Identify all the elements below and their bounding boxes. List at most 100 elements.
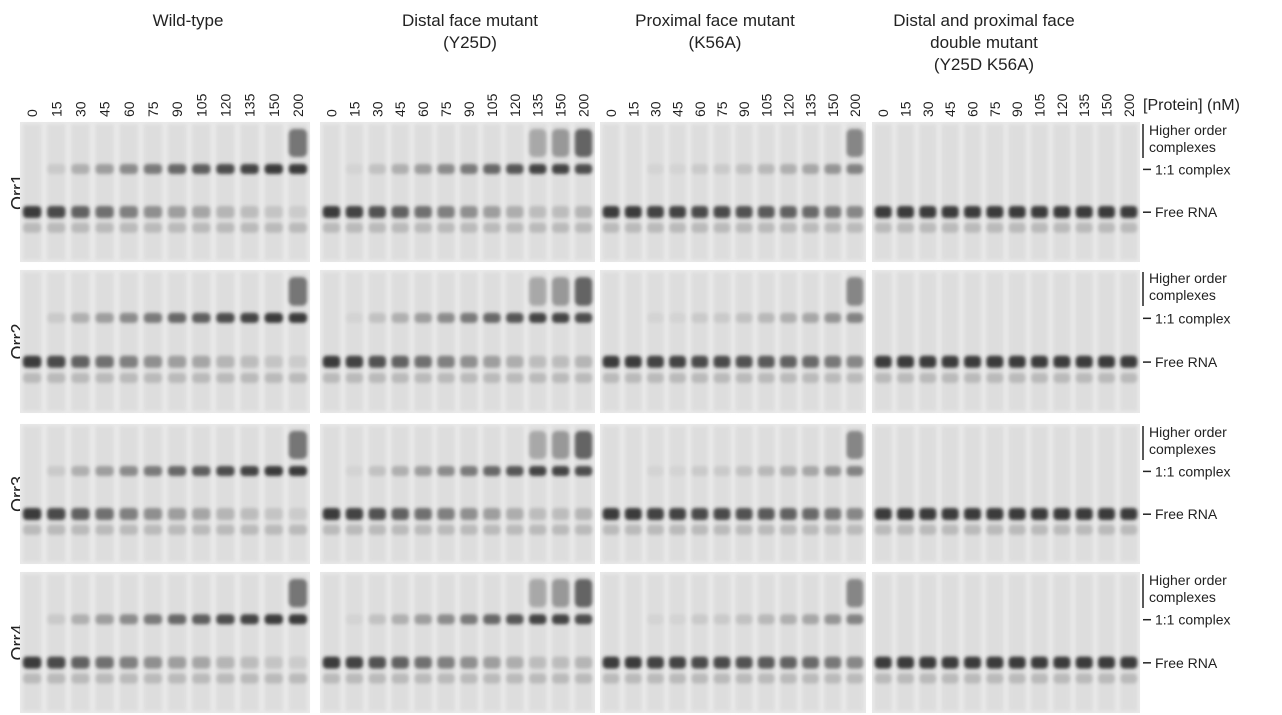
gel-lane: [240, 426, 258, 562]
free-band: [669, 356, 686, 368]
diffuse-band: [919, 674, 936, 684]
gel-lane: [824, 124, 841, 260]
gel-lane: [47, 426, 65, 562]
complex-band: [265, 313, 283, 323]
gel-lane: [942, 426, 959, 562]
gel-lane: [758, 124, 775, 260]
diffuse-band: [240, 525, 258, 535]
free-band: [392, 356, 409, 368]
diffuse-band: [802, 525, 819, 535]
free-band: [780, 356, 797, 368]
gel-lane: [942, 574, 959, 711]
annotation: complexes: [1149, 589, 1216, 605]
concentration-label: 90: [1009, 101, 1025, 117]
free-band: [875, 206, 892, 218]
free-band: [1098, 356, 1115, 368]
annotation: 1:1 complex: [1155, 612, 1230, 628]
gel-panel: [600, 270, 866, 413]
diffuse-band: [736, 674, 753, 684]
diffuse-band: [713, 373, 730, 383]
diffuse-band: [265, 525, 283, 535]
free-band: [240, 657, 258, 669]
diffuse-band: [47, 674, 65, 684]
free-band: [216, 356, 234, 368]
gel-lane: [713, 574, 730, 711]
complex-band: [392, 164, 409, 174]
complex-band: [552, 466, 569, 476]
free-band: [346, 508, 363, 520]
diffuse-band: [144, 373, 162, 383]
free-band: [1009, 356, 1026, 368]
higher-order-band: [575, 129, 592, 157]
free-band: [95, 206, 113, 218]
diffuse-band: [120, 373, 138, 383]
gel-panel: [320, 270, 595, 413]
concentration-label: 15: [48, 101, 64, 117]
column-title: Wild-type: [153, 11, 224, 30]
gel-lane: [1098, 574, 1115, 711]
free-band: [1009, 657, 1026, 669]
higher-order-band: [575, 579, 592, 607]
free-band: [986, 657, 1003, 669]
diffuse-band: [897, 525, 914, 535]
annotation: Free RNA: [1155, 204, 1218, 220]
gel-lane: [23, 272, 41, 411]
gel-lane: [1009, 426, 1026, 562]
free-band: [824, 657, 841, 669]
complex-band: [529, 614, 546, 624]
free-band: [414, 508, 431, 520]
diffuse-band: [414, 223, 431, 233]
complex-band: [216, 164, 234, 174]
diffuse-band: [71, 373, 89, 383]
diffuse-band: [460, 674, 477, 684]
complex-band: [758, 313, 775, 323]
free-band: [964, 508, 981, 520]
gel-lane: [625, 272, 642, 411]
diffuse-band: [144, 674, 162, 684]
complex-band: [144, 164, 162, 174]
annotation: 1:1 complex: [1155, 310, 1230, 326]
complex-band: [168, 164, 186, 174]
diffuse-band: [875, 525, 892, 535]
complex-band: [575, 164, 592, 174]
diffuse-band: [802, 373, 819, 383]
complex-band: [736, 466, 753, 476]
complex-band: [647, 164, 664, 174]
complex-band: [437, 164, 454, 174]
free-band: [506, 657, 523, 669]
concentration-label: 15: [625, 101, 641, 117]
diffuse-band: [506, 525, 523, 535]
gel-lane: [1009, 124, 1026, 260]
free-band: [1098, 508, 1115, 520]
free-band: [736, 657, 753, 669]
complex-band: [780, 466, 797, 476]
gel-lane: [603, 574, 620, 711]
annotation: complexes: [1149, 287, 1216, 303]
gel-panel: [600, 424, 866, 564]
free-band: [71, 508, 89, 520]
diffuse-band: [506, 373, 523, 383]
complex-band: [736, 313, 753, 323]
free-band: [897, 206, 914, 218]
free-band: [758, 206, 775, 218]
free-band: [369, 508, 386, 520]
diffuse-band: [802, 223, 819, 233]
free-band: [1031, 657, 1048, 669]
free-band: [1120, 657, 1137, 669]
free-band: [758, 356, 775, 368]
concentration-label: 45: [392, 101, 408, 117]
gel-lane: [691, 574, 708, 711]
free-band: [1120, 206, 1137, 218]
concentration-label: 60: [121, 101, 137, 117]
free-band: [758, 508, 775, 520]
gel-lane: [802, 272, 819, 411]
diffuse-band: [144, 223, 162, 233]
diffuse-band: [647, 373, 664, 383]
complex-band: [575, 466, 592, 476]
diffuse-band: [392, 674, 409, 684]
complex-band: [552, 313, 569, 323]
free-band: [120, 356, 138, 368]
free-band: [1076, 206, 1093, 218]
concentration-label: 105: [193, 93, 209, 117]
diffuse-band: [1009, 674, 1026, 684]
